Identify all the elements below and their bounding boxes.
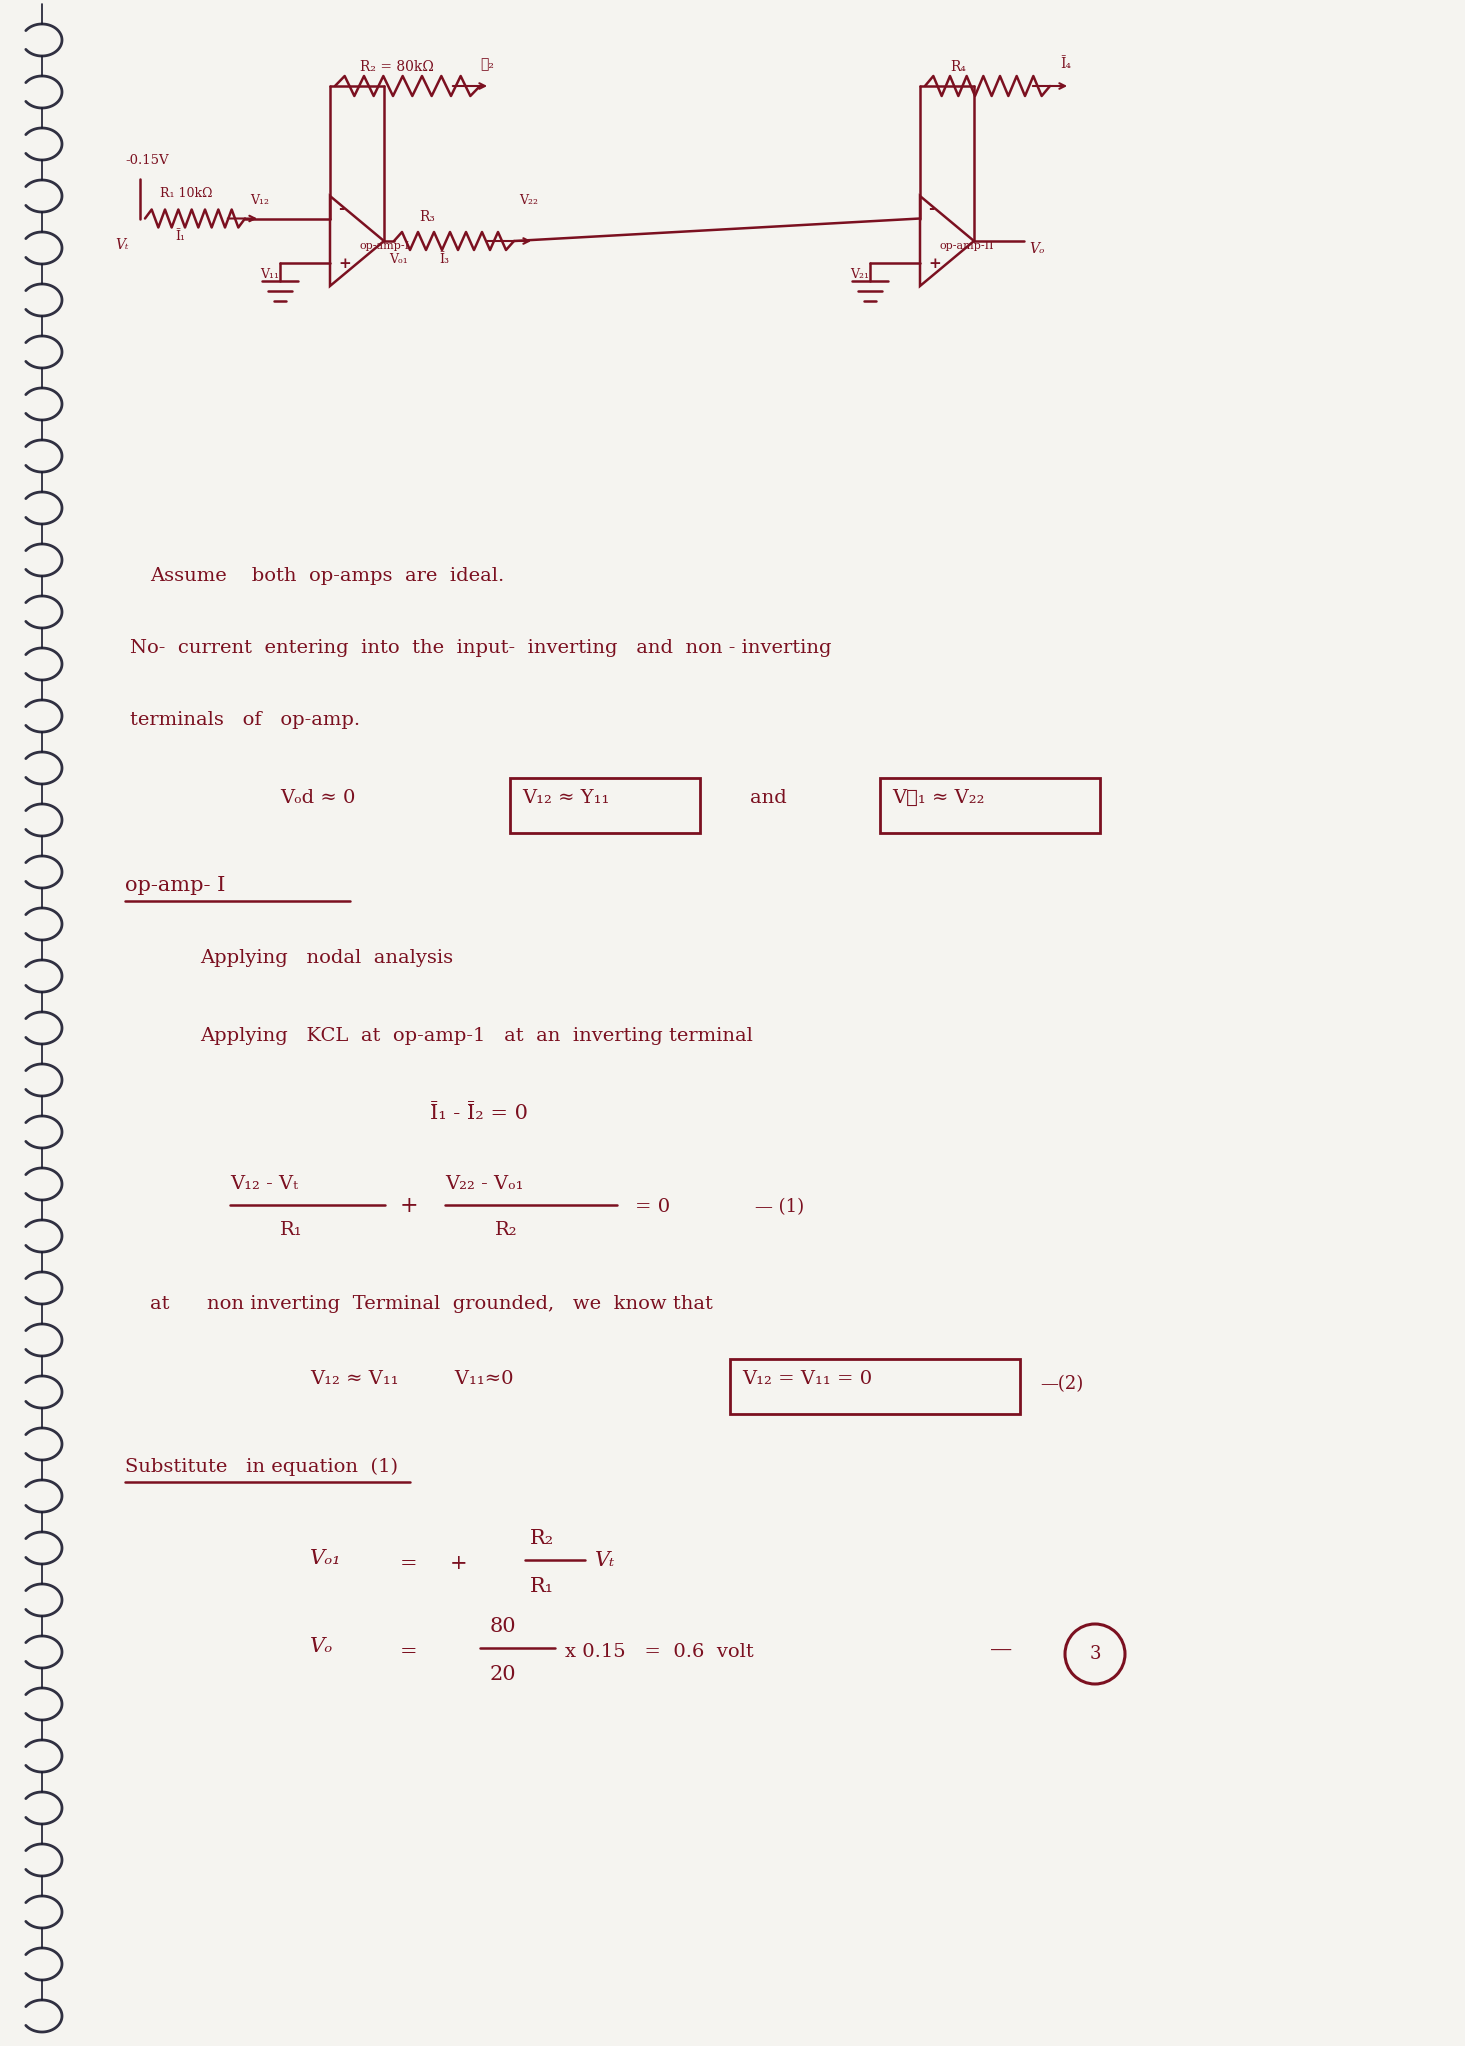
Text: V₁₂ ≈ Y₁₁: V₁₂ ≈ Y₁₁ [522,790,609,806]
Text: V₁₁: V₁₁ [259,268,278,282]
Text: Ī₁: Ī₁ [174,231,185,243]
Text: at      non inverting  Terminal  grounded,   we  know that: at non inverting Terminal grounded, we k… [149,1295,713,1314]
Text: +: + [450,1555,467,1573]
Bar [730,1359,1020,1414]
Text: V₁₂ = V₁₁ = 0: V₁₂ = V₁₁ = 0 [741,1371,872,1387]
Text: Ī₄: Ī₄ [1061,57,1071,72]
Text: Assume    both  op-amps  are  ideal.: Assume both op-amps are ideal. [149,567,504,585]
Text: Vₒ₁: Vₒ₁ [390,254,407,266]
Text: V₂₂: V₂₂ [519,194,538,207]
Text: op-amp-II: op-amp-II [941,241,995,252]
Text: Applying   nodal  analysis: Applying nodal analysis [201,949,453,968]
Text: 20: 20 [489,1665,517,1684]
Text: -0.15V: -0.15V [125,153,168,166]
Text: Ī₃: Ī₃ [440,254,448,266]
Text: —: — [990,1641,1012,1661]
Text: R₄: R₄ [949,59,965,74]
Text: —(2): —(2) [1040,1375,1083,1393]
Text: Ī̇₁ - Ī̇₂ = 0: Ī̇₁ - Ī̇₂ = 0 [431,1105,527,1123]
Text: =: = [400,1643,418,1661]
Text: Vₜ: Vₜ [114,237,129,252]
Text: V₂₂ - Vₒ₁: V₂₂ - Vₒ₁ [445,1174,523,1193]
Text: R₂: R₂ [495,1221,517,1240]
Text: Vₒ₁: Vₒ₁ [311,1549,341,1567]
Text: V₁₂ - Vₜ: V₁₂ - Vₜ [230,1174,297,1193]
Text: No-  current  entering  into  the  input-  inverting   and  non - inverting: No- current entering into the input- inv… [130,638,832,657]
Text: — (1): — (1) [754,1199,804,1215]
Text: 3: 3 [1090,1645,1100,1663]
Text: R₁: R₁ [280,1221,303,1240]
Text: R₁: R₁ [530,1577,554,1596]
Text: V⭐₁ ≈ V₂₂: V⭐₁ ≈ V₂₂ [892,790,984,806]
Text: Substitute   in equation  (1): Substitute in equation (1) [125,1457,398,1475]
Text: V₁₂: V₁₂ [251,194,270,207]
Text: op-amp- I: op-amp- I [125,876,226,894]
Text: R₂: R₂ [530,1528,554,1549]
Text: R₁ 10kΩ: R₁ 10kΩ [160,186,212,201]
Bar [880,777,1100,833]
Text: -: - [338,203,344,217]
Text: 80: 80 [489,1616,517,1637]
Text: Vₜ: Vₜ [595,1551,615,1569]
Text: terminals   of   op-amp.: terminals of op-amp. [130,712,360,728]
Text: and: and [750,790,787,806]
Text: = 0: = 0 [634,1199,670,1215]
Text: +: + [400,1195,419,1217]
Text: op-amp-I: op-amp-I [360,241,410,252]
Text: Vₒ: Vₒ [311,1637,333,1655]
Text: Applying   KCL  at  op-amp-1   at  an  inverting terminal: Applying KCL at op-amp-1 at an inverting… [201,1027,753,1046]
Text: V₂₁: V₂₁ [850,268,869,282]
Text: =: = [400,1555,418,1573]
Text: +: + [338,258,350,272]
Bar [510,777,700,833]
Text: Vₒ: Vₒ [1028,241,1045,256]
Text: Vₒd ≈ 0: Vₒd ≈ 0 [280,790,356,806]
Text: R₂ = 80kΩ: R₂ = 80kΩ [360,59,434,74]
Text: -: - [927,203,935,217]
Text: x 0.15   =  0.6  volt: x 0.15 = 0.6 volt [565,1643,754,1661]
Text: V₁₂ ≈ V₁₁         V₁₁≈0: V₁₂ ≈ V₁₁ V₁₁≈0 [311,1371,514,1387]
Text: ℓ₂: ℓ₂ [481,57,494,72]
Text: +: + [927,258,941,272]
Text: R₃: R₃ [419,211,435,223]
